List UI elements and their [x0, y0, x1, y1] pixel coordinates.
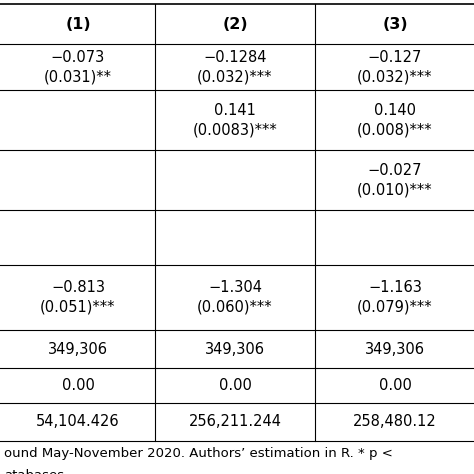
Text: ound May-November 2020. Authors’ estimation in R. * p <: ound May-November 2020. Authors’ estimat… — [4, 447, 393, 460]
Text: atabases.: atabases. — [4, 469, 68, 474]
Text: 0.00: 0.00 — [62, 378, 94, 393]
Text: (3): (3) — [382, 17, 408, 31]
Text: 258,480.12: 258,480.12 — [353, 414, 437, 429]
Text: −0.127
(0.032)***: −0.127 (0.032)*** — [357, 50, 433, 84]
Text: −0.073
(0.031)**: −0.073 (0.031)** — [44, 50, 112, 84]
Text: 349,306: 349,306 — [365, 341, 425, 356]
Text: (1): (1) — [65, 17, 91, 31]
Text: −0.1284
(0.032)***: −0.1284 (0.032)*** — [197, 50, 273, 84]
Text: 0.140
(0.008)***: 0.140 (0.008)*** — [357, 103, 433, 137]
Text: −1.304
(0.060)***: −1.304 (0.060)*** — [197, 281, 273, 315]
Text: −0.027
(0.010)***: −0.027 (0.010)*** — [357, 163, 433, 197]
Text: 0.141
(0.0083)***: 0.141 (0.0083)*** — [192, 103, 277, 137]
Text: 349,306: 349,306 — [48, 341, 108, 356]
Text: −0.813
(0.051)***: −0.813 (0.051)*** — [40, 281, 116, 315]
Text: 349,306: 349,306 — [205, 341, 265, 356]
Text: 256,211.244: 256,211.244 — [189, 414, 282, 429]
Text: 54,104.426: 54,104.426 — [36, 414, 120, 429]
Text: −1.163
(0.079)***: −1.163 (0.079)*** — [357, 281, 433, 315]
Text: (2): (2) — [222, 17, 248, 31]
Text: 0.00: 0.00 — [219, 378, 251, 393]
Text: 0.00: 0.00 — [379, 378, 411, 393]
